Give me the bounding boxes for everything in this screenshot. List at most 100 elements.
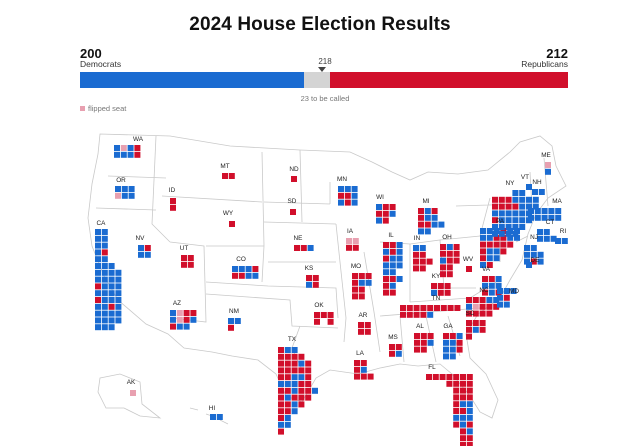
district-tile-ok[interactable]: [327, 312, 334, 318]
district-tile-oh[interactable]: [446, 271, 453, 278]
district-tile-tx[interactable]: [291, 353, 298, 360]
district-tile-va[interactable]: [482, 282, 488, 289]
district-tile-ky[interactable]: [431, 289, 437, 296]
district-tile-sc[interactable]: [472, 326, 479, 333]
district-tile-fl[interactable]: [460, 435, 466, 442]
district-tile-ca[interactable]: [101, 229, 108, 235]
district-tile-ca[interactable]: [115, 283, 122, 290]
district-tile-al[interactable]: [427, 339, 434, 346]
district-tile-tn[interactable]: [454, 305, 461, 311]
district-tile-ca[interactable]: [101, 276, 108, 283]
district-tile-tx[interactable]: [312, 387, 318, 394]
district-tile-tx[interactable]: [298, 353, 305, 360]
district-tile-nm[interactable]: [234, 318, 241, 324]
district-tile-mi[interactable]: [431, 208, 438, 214]
district-tile-mn[interactable]: [351, 186, 358, 192]
district-tile-nh[interactable]: [532, 189, 538, 195]
district-tile-ga[interactable]: [449, 333, 456, 339]
district-tile-md[interactable]: [503, 294, 510, 301]
district-tile-az[interactable]: [170, 316, 176, 323]
district-tile-ct[interactable]: [537, 229, 543, 235]
district-tile-il[interactable]: [389, 262, 396, 269]
district-tile-tx[interactable]: [305, 387, 312, 394]
district-tile-ny[interactable]: [498, 203, 505, 210]
district-tile-ca[interactable]: [108, 310, 115, 317]
district-tile-al[interactable]: [414, 333, 420, 339]
district-tile-md[interactable]: [497, 301, 503, 308]
district-tile-tn[interactable]: [447, 305, 454, 311]
district-tile-ms[interactable]: [395, 350, 402, 357]
district-tile-tx[interactable]: [298, 401, 305, 408]
district-tile-tx[interactable]: [284, 394, 291, 401]
district-tile-mo[interactable]: [358, 293, 365, 300]
district-tile-ca[interactable]: [95, 283, 101, 290]
district-tile-ny[interactable]: [532, 203, 539, 210]
district-tile-ca[interactable]: [95, 242, 101, 249]
district-tile-mo[interactable]: [352, 273, 358, 279]
district-tile-mi[interactable]: [418, 214, 424, 221]
district-tile-fl[interactable]: [466, 435, 473, 442]
district-tile-oh[interactable]: [453, 257, 460, 264]
district-tile-az[interactable]: [183, 310, 190, 316]
district-tile-ny[interactable]: [498, 217, 505, 224]
district-tile-il[interactable]: [383, 262, 389, 269]
district-tile-va[interactable]: [482, 276, 488, 282]
district-tile-ca[interactable]: [108, 263, 115, 269]
district-tile-il[interactable]: [396, 262, 403, 269]
district-tile-tx[interactable]: [284, 360, 291, 367]
district-tile-fl[interactable]: [460, 387, 466, 394]
district-tile-mi[interactable]: [424, 208, 431, 214]
district-tile-pa[interactable]: [507, 241, 514, 248]
district-tile-ar[interactable]: [358, 328, 364, 335]
district-tile-tx[interactable]: [298, 367, 305, 374]
district-tile-ca[interactable]: [101, 263, 108, 269]
district-tile-me[interactable]: [545, 162, 551, 168]
district-tile-ny[interactable]: [505, 217, 512, 224]
district-tile-ga[interactable]: [443, 333, 449, 339]
district-tile-tx[interactable]: [284, 381, 291, 387]
district-tile-tx[interactable]: [278, 428, 284, 435]
district-tile-in[interactable]: [419, 245, 426, 251]
district-tile-fl[interactable]: [466, 387, 473, 394]
district-tile-va[interactable]: [495, 282, 502, 289]
district-tile-ms[interactable]: [389, 344, 395, 350]
district-tile-oh[interactable]: [440, 264, 446, 271]
district-tile-fl[interactable]: [460, 408, 466, 414]
district-tile-il[interactable]: [389, 276, 396, 282]
district-tile-mo[interactable]: [352, 293, 358, 300]
district-tile-fl[interactable]: [466, 380, 473, 387]
district-tile-pa[interactable]: [500, 234, 507, 241]
district-tile-ok[interactable]: [320, 312, 327, 318]
district-tile-tn[interactable]: [427, 311, 434, 318]
district-tile-mi[interactable]: [418, 228, 424, 235]
district-tile-oh[interactable]: [446, 257, 453, 264]
district-tile-nc[interactable]: [493, 303, 500, 310]
district-tile-nj[interactable]: [524, 251, 530, 258]
district-tile-nv[interactable]: [144, 251, 151, 258]
district-tile-az[interactable]: [190, 316, 197, 323]
district-tile-fl[interactable]: [460, 394, 466, 401]
district-tile-ri[interactable]: [555, 238, 561, 244]
district-tile-or[interactable]: [115, 186, 121, 192]
district-tile-nc[interactable]: [472, 303, 479, 310]
district-tile-ca[interactable]: [108, 303, 115, 310]
district-tile-tn[interactable]: [400, 305, 406, 311]
district-tile-tx[interactable]: [284, 353, 291, 360]
district-tile-ny[interactable]: [519, 196, 526, 203]
district-tile-wa[interactable]: [120, 145, 127, 151]
district-tile-ct[interactable]: [543, 229, 550, 235]
district-tile-oh[interactable]: [440, 244, 446, 250]
district-tile-tx[interactable]: [278, 421, 284, 428]
district-tile-wa[interactable]: [114, 151, 120, 158]
district-tile-mo[interactable]: [365, 273, 372, 279]
district-tile-az[interactable]: [170, 310, 176, 316]
district-tile-fl[interactable]: [453, 387, 460, 394]
district-tile-tx[interactable]: [291, 347, 298, 353]
district-tile-tx[interactable]: [284, 347, 291, 353]
district-tile-ga[interactable]: [456, 346, 463, 353]
district-tile-ny[interactable]: [519, 224, 526, 230]
district-tile-vt[interactable]: [526, 184, 532, 190]
district-tile-ma[interactable]: [534, 208, 541, 214]
district-tile-ca[interactable]: [108, 317, 115, 324]
district-tile-il[interactable]: [396, 255, 403, 262]
